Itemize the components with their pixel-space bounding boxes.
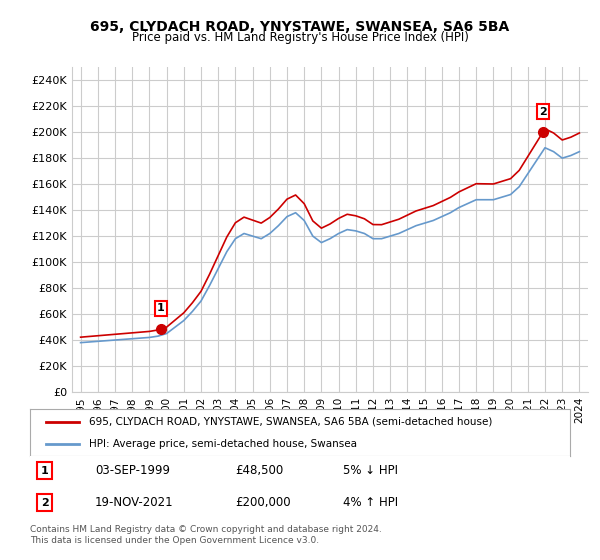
Text: 2: 2	[539, 106, 547, 116]
Text: 1: 1	[41, 465, 49, 475]
Text: Price paid vs. HM Land Registry's House Price Index (HPI): Price paid vs. HM Land Registry's House …	[131, 31, 469, 44]
Text: 19-NOV-2021: 19-NOV-2021	[95, 496, 173, 509]
Text: 5% ↓ HPI: 5% ↓ HPI	[343, 464, 398, 477]
Text: Contains HM Land Registry data © Crown copyright and database right 2024.
This d: Contains HM Land Registry data © Crown c…	[30, 525, 382, 545]
Text: £200,000: £200,000	[235, 496, 291, 509]
Text: £48,500: £48,500	[235, 464, 283, 477]
Text: 695, CLYDACH ROAD, YNYSTAWE, SWANSEA, SA6 5BA (semi-detached house): 695, CLYDACH ROAD, YNYSTAWE, SWANSEA, SA…	[89, 417, 493, 427]
Text: HPI: Average price, semi-detached house, Swansea: HPI: Average price, semi-detached house,…	[89, 438, 358, 449]
Text: 695, CLYDACH ROAD, YNYSTAWE, SWANSEA, SA6 5BA: 695, CLYDACH ROAD, YNYSTAWE, SWANSEA, SA…	[91, 20, 509, 34]
Text: 1: 1	[157, 304, 165, 314]
Text: 2: 2	[41, 498, 49, 508]
Text: 4% ↑ HPI: 4% ↑ HPI	[343, 496, 398, 509]
Text: 03-SEP-1999: 03-SEP-1999	[95, 464, 170, 477]
